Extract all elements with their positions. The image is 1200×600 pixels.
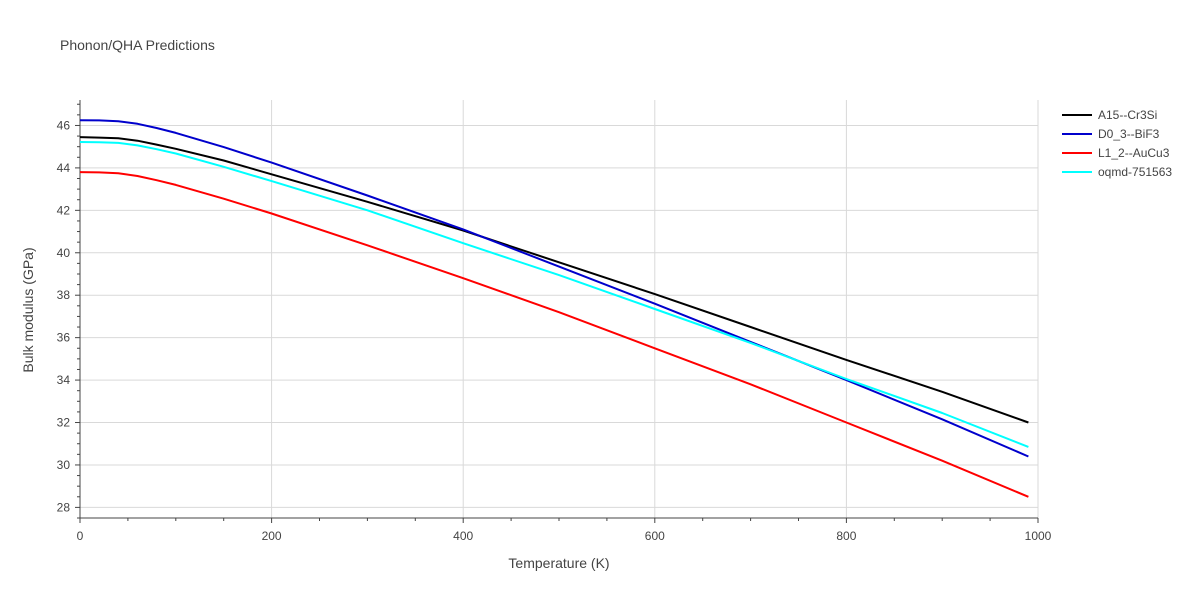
legend-label: D0_3--BiF3 xyxy=(1098,127,1160,141)
legend-item-oqmd-751563[interactable]: oqmd-751563 xyxy=(1062,165,1172,179)
y-tick-label-9: 46 xyxy=(57,118,71,132)
axes: 0 200 400 600 800 1000 28 30 32 34 36 38 40 42 44 46 xyxy=(57,100,1052,543)
x-tick-label-2: 400 xyxy=(453,529,473,543)
legend-item-D0_3--BiF3[interactable]: D0_3--BiF3 xyxy=(1062,127,1160,141)
series-lines xyxy=(79,119,1029,498)
legend-label: oqmd-751563 xyxy=(1098,165,1172,179)
x-tick-label-5: 1000 xyxy=(1025,529,1052,543)
x-tick-label-0: 0 xyxy=(77,529,84,543)
y-tick-label-0: 28 xyxy=(57,500,71,514)
y-tick-label-3: 34 xyxy=(57,373,71,387)
legend-item-A15--Cr3Si[interactable]: A15--Cr3Si xyxy=(1062,108,1157,122)
y-tick-label-6: 40 xyxy=(57,246,71,260)
y-tick-label-7: 42 xyxy=(57,203,71,217)
grid xyxy=(80,100,1039,518)
y-tick-label-1: 30 xyxy=(57,458,71,472)
series-line-L1_2--AuCu3 xyxy=(79,171,1029,498)
x-tick-label-4: 800 xyxy=(836,529,856,543)
legend[interactable]: A15--Cr3Si D0_3--BiF3 L1_2--AuCu3 oqmd-7515… xyxy=(1062,108,1172,179)
chart-title: Phonon/QHA Predictions xyxy=(60,37,215,53)
y-tick-label-8: 44 xyxy=(57,161,71,175)
legend-item-L1_2--AuCu3[interactable]: L1_2--AuCu3 xyxy=(1062,146,1170,160)
y-tick-label-5: 38 xyxy=(57,288,71,302)
legend-label: L1_2--AuCu3 xyxy=(1098,146,1170,160)
legend-label: A15--Cr3Si xyxy=(1098,108,1157,122)
x-tick-label-3: 600 xyxy=(645,529,665,543)
y-axis-title: Bulk modulus (GPa) xyxy=(20,247,36,372)
y-tick-label-4: 36 xyxy=(57,331,71,345)
series-line-A15--Cr3Si xyxy=(79,136,1029,424)
series-line-oqmd-751563 xyxy=(79,141,1029,448)
x-axis-title: Temperature (K) xyxy=(508,555,609,571)
y-tick-label-2: 32 xyxy=(57,416,71,430)
x-tick-label-1: 200 xyxy=(262,529,282,543)
